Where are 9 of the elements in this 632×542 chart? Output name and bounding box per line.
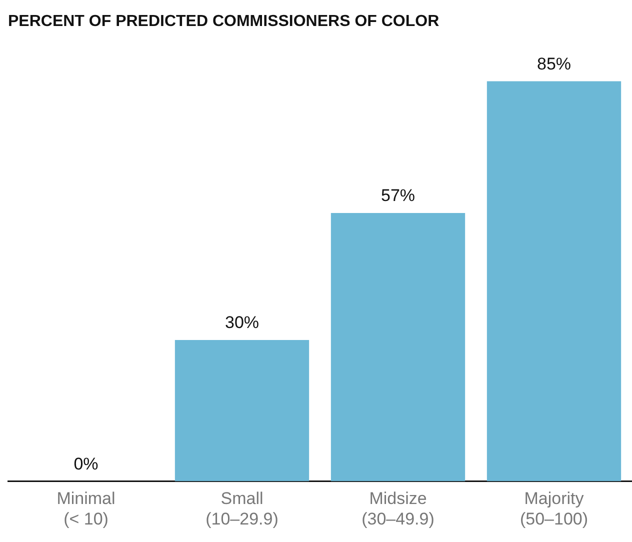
x-tick-label: Majority (50–100) bbox=[520, 489, 588, 528]
data-label: 85% bbox=[536, 54, 572, 74]
data-label: 0% bbox=[74, 454, 98, 474]
x-tick-label: Midsize (30–49.9) bbox=[362, 489, 434, 528]
data-label: 30% bbox=[224, 313, 260, 332]
chart-title: PERCENT OF PREDICTED COMMISSIONERS OF COLOR bbox=[8, 13, 440, 30]
data-label: 57% bbox=[380, 186, 416, 206]
x-tick-label: Small (10–29.9) bbox=[206, 489, 278, 528]
x-tick-label: Minimal (< 10) bbox=[56, 489, 116, 528]
